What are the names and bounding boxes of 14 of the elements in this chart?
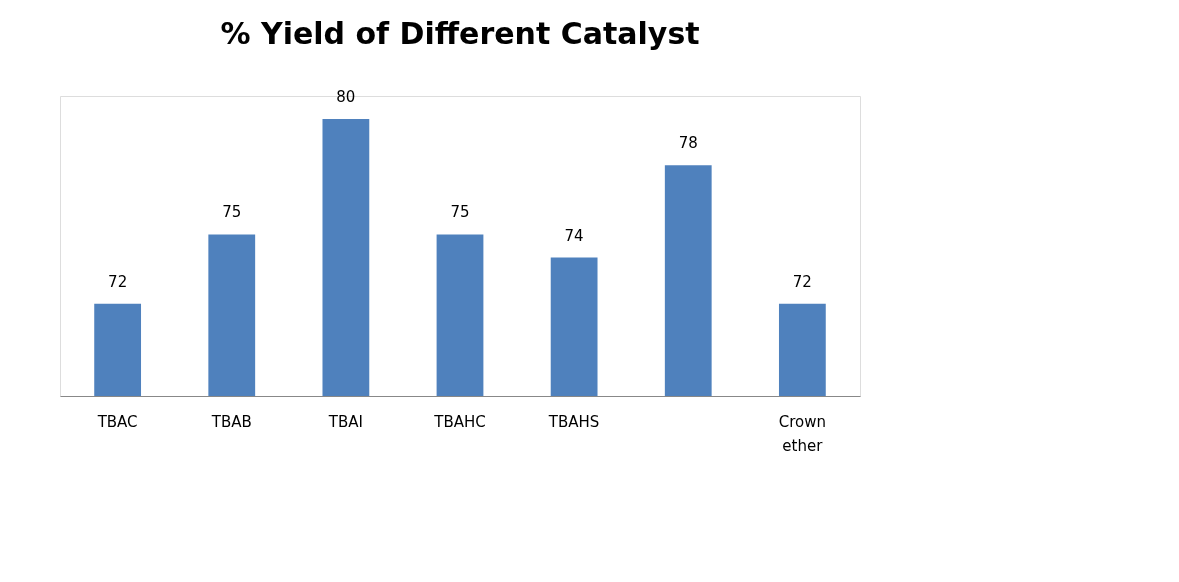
x-tick-label: TBAHC (433, 412, 486, 431)
x-tick-label: TBAC (96, 412, 138, 431)
x-tick-label: TBAB (210, 412, 252, 431)
data-label: 72 (108, 272, 128, 291)
chart-title: % Yield of Different Catalyst (220, 16, 700, 52)
data-label: 78 (678, 134, 698, 153)
data-label: 72 (792, 272, 812, 291)
data-label: 75 (450, 203, 470, 222)
x-tick-label: TBAHS (547, 412, 600, 431)
data-label: 80 (336, 88, 356, 107)
x-tick-label: Crown ether (778, 412, 826, 455)
x-tick-label: TBAI (327, 412, 363, 431)
data-label: 75 (222, 203, 242, 222)
data-label: 74 (564, 226, 584, 245)
